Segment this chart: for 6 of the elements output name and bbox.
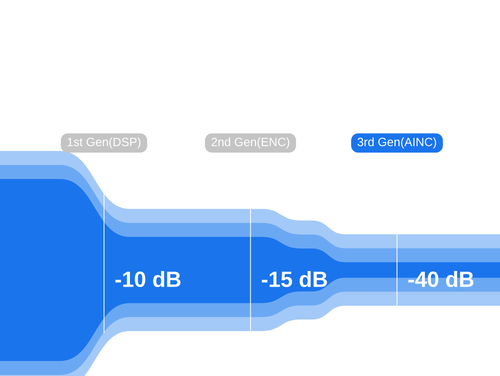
category-label: 1st Gen(DSP) <box>68 137 140 149</box>
data-label: -40 dB <box>408 270 474 288</box>
category-label: 2nd Gen(ENC) <box>212 137 290 149</box>
category-label: 3rd Gen(AINC) <box>358 137 436 149</box>
data-label: -10 dB <box>115 270 180 288</box>
data-label: -15 dB <box>262 270 327 288</box>
